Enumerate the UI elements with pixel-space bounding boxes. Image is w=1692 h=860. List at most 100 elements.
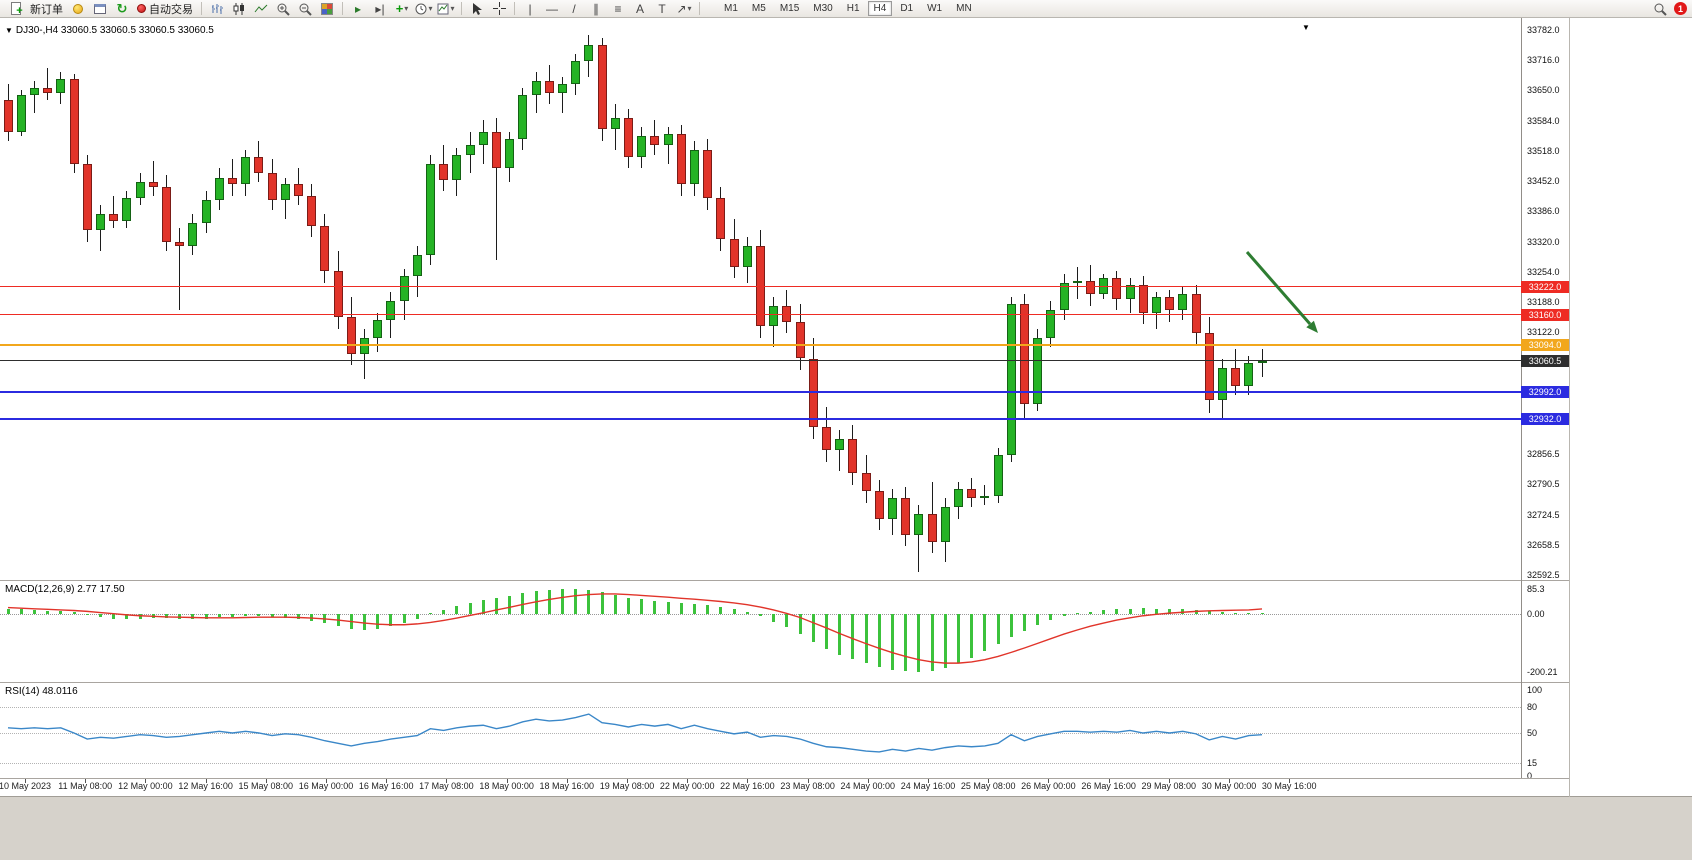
macd-histogram-bar [917,614,921,673]
pane-separator[interactable] [0,580,1570,581]
lightbulb-icon[interactable] [68,1,88,17]
price-line-badge[interactable]: 33094.0 [1521,339,1569,352]
text-button[interactable]: A [635,1,644,16]
macd-histogram-bar [1154,608,1158,614]
periods-button[interactable]: ▾ [414,1,434,17]
candle-body [122,198,132,222]
pane-separator[interactable] [0,682,1570,683]
horizontal-line-button[interactable]: — [546,1,558,16]
macd-axis-label: -200.21 [1527,667,1558,678]
timeframe-button-m15[interactable]: M15 [779,3,800,14]
candle-body [544,81,554,93]
time-axis-tick [807,779,809,783]
channel-button[interactable]: ∥ [593,1,599,16]
rsi-label: RSI(14) 48.0116 [5,686,78,697]
price-line-33094.0[interactable] [0,344,1521,347]
timeframe-button-d1[interactable]: D1 [900,3,914,14]
tile-windows-button[interactable] [317,1,337,17]
candle-body [927,514,937,542]
price-line-badge[interactable]: 33160.0 [1521,308,1569,321]
line-chart-button[interactable] [251,1,271,17]
macd-histogram-bar [1022,614,1026,631]
candle-body [399,276,409,302]
timeframe-button-m1[interactable]: M1 [724,3,738,14]
macd-histogram-bar [1260,613,1264,615]
bar-chart-button[interactable] [207,1,227,17]
candlestick-chart-button[interactable] [229,1,249,17]
new-chart-icon[interactable] [90,1,110,17]
timeframe-button-w1[interactable]: W1 [927,3,943,14]
macd-histogram-bar [468,602,472,614]
notification-badge[interactable]: 1 [1674,2,1687,15]
macd-axis-label: 0.00 [1527,609,1545,619]
price-line-badge[interactable]: 32932.0 [1521,413,1569,426]
chart-shift-button[interactable]: ▸| [375,1,385,16]
candle-body [1046,310,1056,338]
timeframe-button-h4[interactable]: H4 [867,1,893,16]
timeframe-button-m30[interactable]: M30 [813,3,833,14]
vertical-line-button[interactable]: | [528,1,532,16]
price-line-33160.0[interactable] [0,314,1521,316]
zoom-in-button[interactable] [273,1,293,17]
arrows-button[interactable]: ↗ ▾ [674,1,694,17]
toolbar-separator [461,2,462,15]
macd-histogram-bar [890,614,894,670]
auto-scroll-button[interactable]: ▸ [354,1,362,16]
new-order-icon: + [7,1,27,17]
candle-wick [1261,349,1263,377]
chart-shift-marker[interactable]: ▼ [1302,23,1310,32]
timeframe-button-mn[interactable]: MN [956,3,972,14]
price-line-badge[interactable]: 33222.0 [1521,280,1569,293]
macd-histogram-bar [666,601,670,614]
macd-histogram-bar [811,614,815,642]
macd-histogram-bar [508,595,512,614]
cursor-button[interactable] [467,1,487,17]
candle-body [940,507,950,542]
candle-body [307,195,317,226]
crosshair-button[interactable] [489,1,509,17]
macd-histogram-bar [1036,614,1040,626]
macd-histogram-bar [1075,613,1079,615]
price-line-badge[interactable]: 33060.5 [1521,354,1569,367]
indicators-button[interactable]: + ▾ [392,1,412,17]
chart-symbol-label: ▼ DJ30-,H4 33060.5 33060.5 33060.5 33060.… [5,25,214,36]
candle-body [386,301,396,320]
autotrading-button[interactable]: 自动交易 [133,1,197,17]
time-axis-tick [145,779,147,783]
rsi-axis-label: 80 [1527,702,1538,713]
price-line-badge[interactable]: 32992.0 [1521,385,1569,398]
candle-body [663,134,673,146]
candle-body [227,177,237,185]
refresh-icon[interactable]: ↻ [116,0,128,16]
macd-histogram-bar [640,599,644,614]
price-line-32992.0[interactable] [0,390,1521,393]
templates-button[interactable]: ▾ [436,1,456,17]
price-line-32932.0[interactable] [0,418,1521,421]
chevron-down-icon[interactable]: ▼ [5,26,13,35]
search-icon[interactable] [1650,1,1670,17]
candle-body [373,319,383,338]
candle-body [703,150,713,199]
fibonacci-button[interactable]: ≡ [614,1,622,16]
macd-histogram-bar [59,611,63,614]
macd-histogram-bar [996,614,1000,645]
macd-histogram-bar [1247,613,1251,615]
candle-body [848,438,858,474]
new-order-button[interactable]: + 新订单 [3,1,67,17]
candle-body [95,214,105,231]
timeframe-button-h1[interactable]: H1 [846,3,860,14]
chevron-down-icon: ▾ [428,4,433,13]
macd-histogram-bar [494,598,498,614]
arrow-annotation[interactable] [1240,243,1330,338]
trendline-button[interactable]: / [572,1,576,16]
toolbar-separator [201,2,202,15]
macd-histogram-bar [956,614,960,664]
text-label-button[interactable]: T [658,1,666,16]
macd-histogram-bar [138,614,142,619]
price-line-33222.0[interactable] [0,286,1521,288]
timeframe-button-m5[interactable]: M5 [751,3,766,14]
price-axis-label: 33386.0 [1527,206,1560,217]
zoom-out-button[interactable] [295,1,315,17]
macd-histogram-bar [785,614,789,628]
price-line-33060.5[interactable] [0,360,1521,362]
